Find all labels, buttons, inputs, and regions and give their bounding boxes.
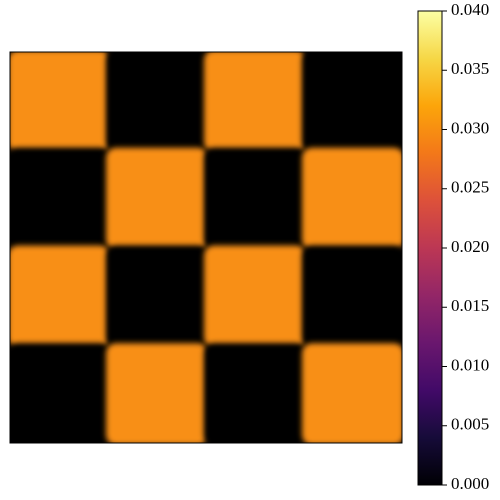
heatmap-cells [10,52,402,443]
heatmap-cell [10,245,110,348]
heatmap-cell [106,245,208,348]
colorbar-tick-label: 0.035 [451,59,489,78]
heatmap-cell [302,147,402,250]
heatmap-cell [10,147,110,250]
heatmap-cell [204,52,306,152]
colorbar-ticks: 0.000 0.005 0.010 0.015 0.020 0.025 0.030 0.035… [442,0,489,493]
heatmap-cell [106,343,208,443]
colorbar-tick-label: 0.020 [451,237,489,256]
colorbar-tick-label: 0.010 [451,355,489,374]
heatmap-cell [10,343,110,443]
colorbar-tick-label: 0.030 [451,118,489,137]
colorbar-tick-label: 0.025 [451,178,489,197]
heatmap-cell [302,343,402,443]
heatmap-cell [10,52,110,152]
colorbar [418,11,442,485]
colorbar-tick-label: 0.000 [451,474,489,493]
plot-frame [9,51,403,444]
colorbar-tick-label: 0.015 [451,296,489,315]
heatmap-cell [302,245,402,348]
colorbar-tick-label: 0.005 [451,415,489,434]
heatmap-cell [106,147,208,250]
heatmap-cell [204,147,306,250]
heatmap-cell [204,343,306,443]
heatmap-cell [204,245,306,348]
heatmap-cell [106,52,208,152]
colorbar-tick-label: 0.040 [451,0,489,19]
heatmap-cell [302,52,402,152]
